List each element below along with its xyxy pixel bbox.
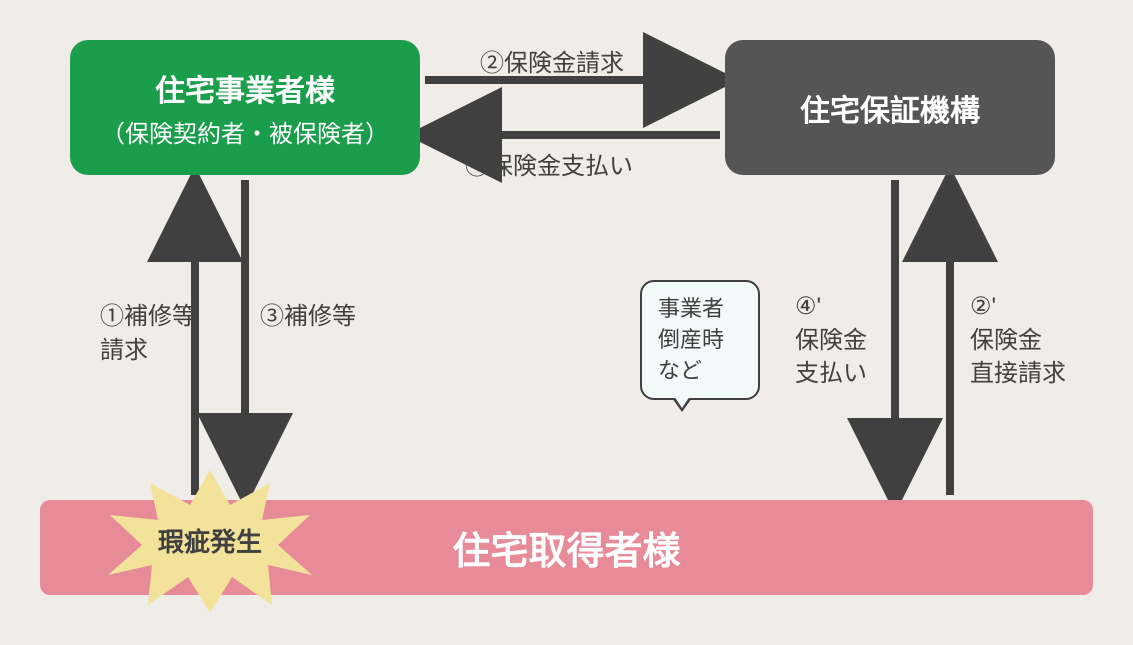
label-direct-claim: ②' 保険金 直接請求: [970, 290, 1066, 391]
node-provider-title: 住宅事業者様: [155, 66, 335, 110]
label-repair-request: ①補修等 請求: [100, 300, 196, 367]
label-payment: ④保険金支払い: [465, 150, 633, 184]
bubble-bankruptcy: 事業者 倒産時 など: [640, 280, 760, 400]
starburst-defect: 瑕疵発生: [100, 465, 320, 615]
label-claim: ②保険金請求: [480, 47, 624, 81]
node-provider: 住宅事業者様 （保険契約者・被保険者）: [70, 40, 420, 175]
node-acquirer-title: 住宅取得者様: [452, 520, 680, 575]
label-direct-payment: ④' 保険金 支払い: [795, 290, 867, 391]
bubble-text: 事業者 倒産時 など: [658, 296, 724, 383]
label-repair: ③補修等: [260, 300, 356, 334]
node-provider-subtitle: （保険契約者・被保険者）: [101, 114, 389, 149]
node-insurer: 住宅保証機構: [725, 40, 1055, 175]
node-insurer-title: 住宅保証機構: [800, 86, 980, 130]
starburst-label: 瑕疵発生: [158, 522, 262, 559]
